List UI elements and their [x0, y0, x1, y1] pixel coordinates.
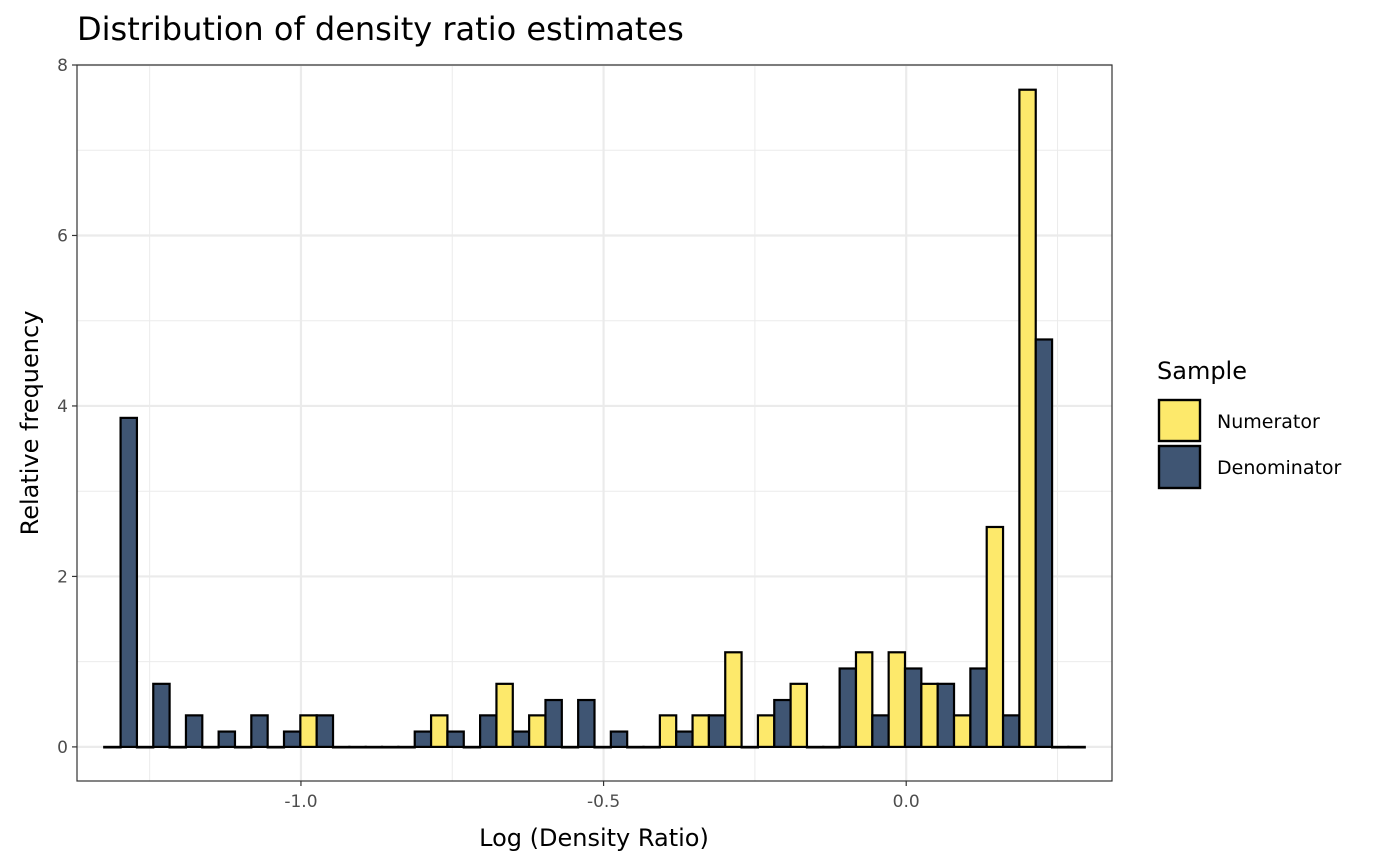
bar-numerator — [593, 745, 612, 749]
bar-numerator — [201, 745, 220, 749]
bar-numerator — [1050, 745, 1070, 749]
bar-denominator — [282, 730, 302, 749]
bar-denominator — [871, 714, 890, 749]
bar-numerator — [756, 714, 776, 749]
y-tick-label: 0 — [57, 738, 68, 758]
bar-denominator — [903, 667, 923, 749]
bar-numerator — [462, 745, 482, 749]
bar-numerator — [560, 745, 580, 749]
bar-numerator — [495, 682, 514, 749]
bar-numerator — [724, 651, 743, 749]
bar-denominator — [184, 714, 204, 749]
legend-key-denominator — [1157, 444, 1202, 490]
bar-denominator — [577, 698, 596, 749]
chart-title: Distribution of density ratio estimates — [77, 10, 684, 48]
x-tick-label: -1.0 — [284, 792, 317, 812]
y-tick-label: 2 — [57, 567, 68, 587]
y-tick-label: 6 — [57, 226, 68, 246]
bar-numerator — [985, 525, 1005, 749]
bar-denominator — [479, 714, 498, 749]
bar-numerator — [299, 714, 318, 749]
bar-denominator — [642, 745, 661, 749]
x-axis-title: Log (Density Ratio) — [479, 824, 709, 852]
bar-numerator — [920, 682, 939, 749]
bar-numerator — [397, 745, 416, 749]
bar-numerator — [1018, 88, 1037, 749]
bar-denominator — [936, 682, 956, 749]
bar-denominator — [152, 682, 171, 749]
x-tick-label: 0.0 — [893, 792, 920, 812]
bar-numerator — [626, 745, 645, 749]
x-axis: -1.0 -0.5 0.0 — [284, 781, 920, 812]
bar-denominator — [217, 730, 237, 749]
bar-denominator — [348, 745, 367, 749]
bar-denominator — [740, 745, 760, 749]
legend-title: Sample — [1157, 357, 1247, 385]
bar-numerator — [429, 714, 449, 749]
bar-denominator — [446, 730, 465, 749]
bar-denominator — [609, 730, 629, 749]
y-axis-title: Relative frequency — [16, 311, 44, 536]
bar-denominator — [675, 730, 694, 749]
plot-area — [76, 63, 1113, 782]
plot-panel — [77, 65, 1112, 781]
bar-numerator — [266, 745, 286, 749]
y-axis: 0 2 4 6 8 — [57, 56, 77, 758]
legend-label-numerator: Numerator — [1217, 411, 1320, 433]
bar-denominator — [315, 714, 335, 749]
bar-numerator — [168, 745, 188, 749]
y-tick-label: 4 — [57, 397, 68, 417]
bar-denominator — [380, 745, 400, 749]
bar-denominator — [1067, 745, 1086, 749]
bar-denominator — [413, 730, 433, 749]
x-tick-label: -0.5 — [587, 792, 620, 812]
bar-numerator — [233, 745, 253, 749]
legend-key-numerator — [1157, 398, 1202, 443]
bar-numerator — [952, 714, 972, 749]
bar-numerator — [691, 714, 710, 749]
bar-numerator — [658, 714, 678, 749]
legend-label-denominator: Denominator — [1217, 457, 1342, 479]
bar-denominator — [544, 698, 563, 749]
bar-numerator — [854, 651, 874, 749]
bar-numerator — [789, 682, 809, 749]
bar-numerator — [822, 745, 841, 749]
bar-numerator — [103, 745, 122, 749]
legend: Sample Numerator Denominator — [1157, 357, 1342, 490]
bar-denominator — [1001, 714, 1021, 749]
bar-numerator — [331, 745, 351, 749]
bar-denominator — [250, 714, 269, 749]
bar-numerator — [135, 745, 155, 749]
bar-numerator — [528, 714, 547, 749]
y-tick-label: 8 — [57, 56, 68, 76]
bar-denominator — [1034, 338, 1054, 749]
bar-denominator — [119, 416, 139, 749]
bar-denominator — [969, 667, 988, 749]
bar-denominator — [838, 667, 858, 749]
bar-denominator — [707, 714, 727, 749]
minor-gridlines — [77, 65, 1112, 781]
bar-denominator — [511, 730, 531, 749]
plot-border — [76, 64, 1113, 782]
bar-denominator — [805, 745, 825, 749]
bar-numerator — [887, 651, 907, 749]
histogram-bars — [103, 88, 1086, 749]
bar-numerator — [364, 745, 384, 749]
legend-item-denominator: Denominator — [1157, 444, 1342, 490]
bar-denominator — [773, 698, 792, 749]
legend-item-numerator: Numerator — [1157, 398, 1320, 443]
